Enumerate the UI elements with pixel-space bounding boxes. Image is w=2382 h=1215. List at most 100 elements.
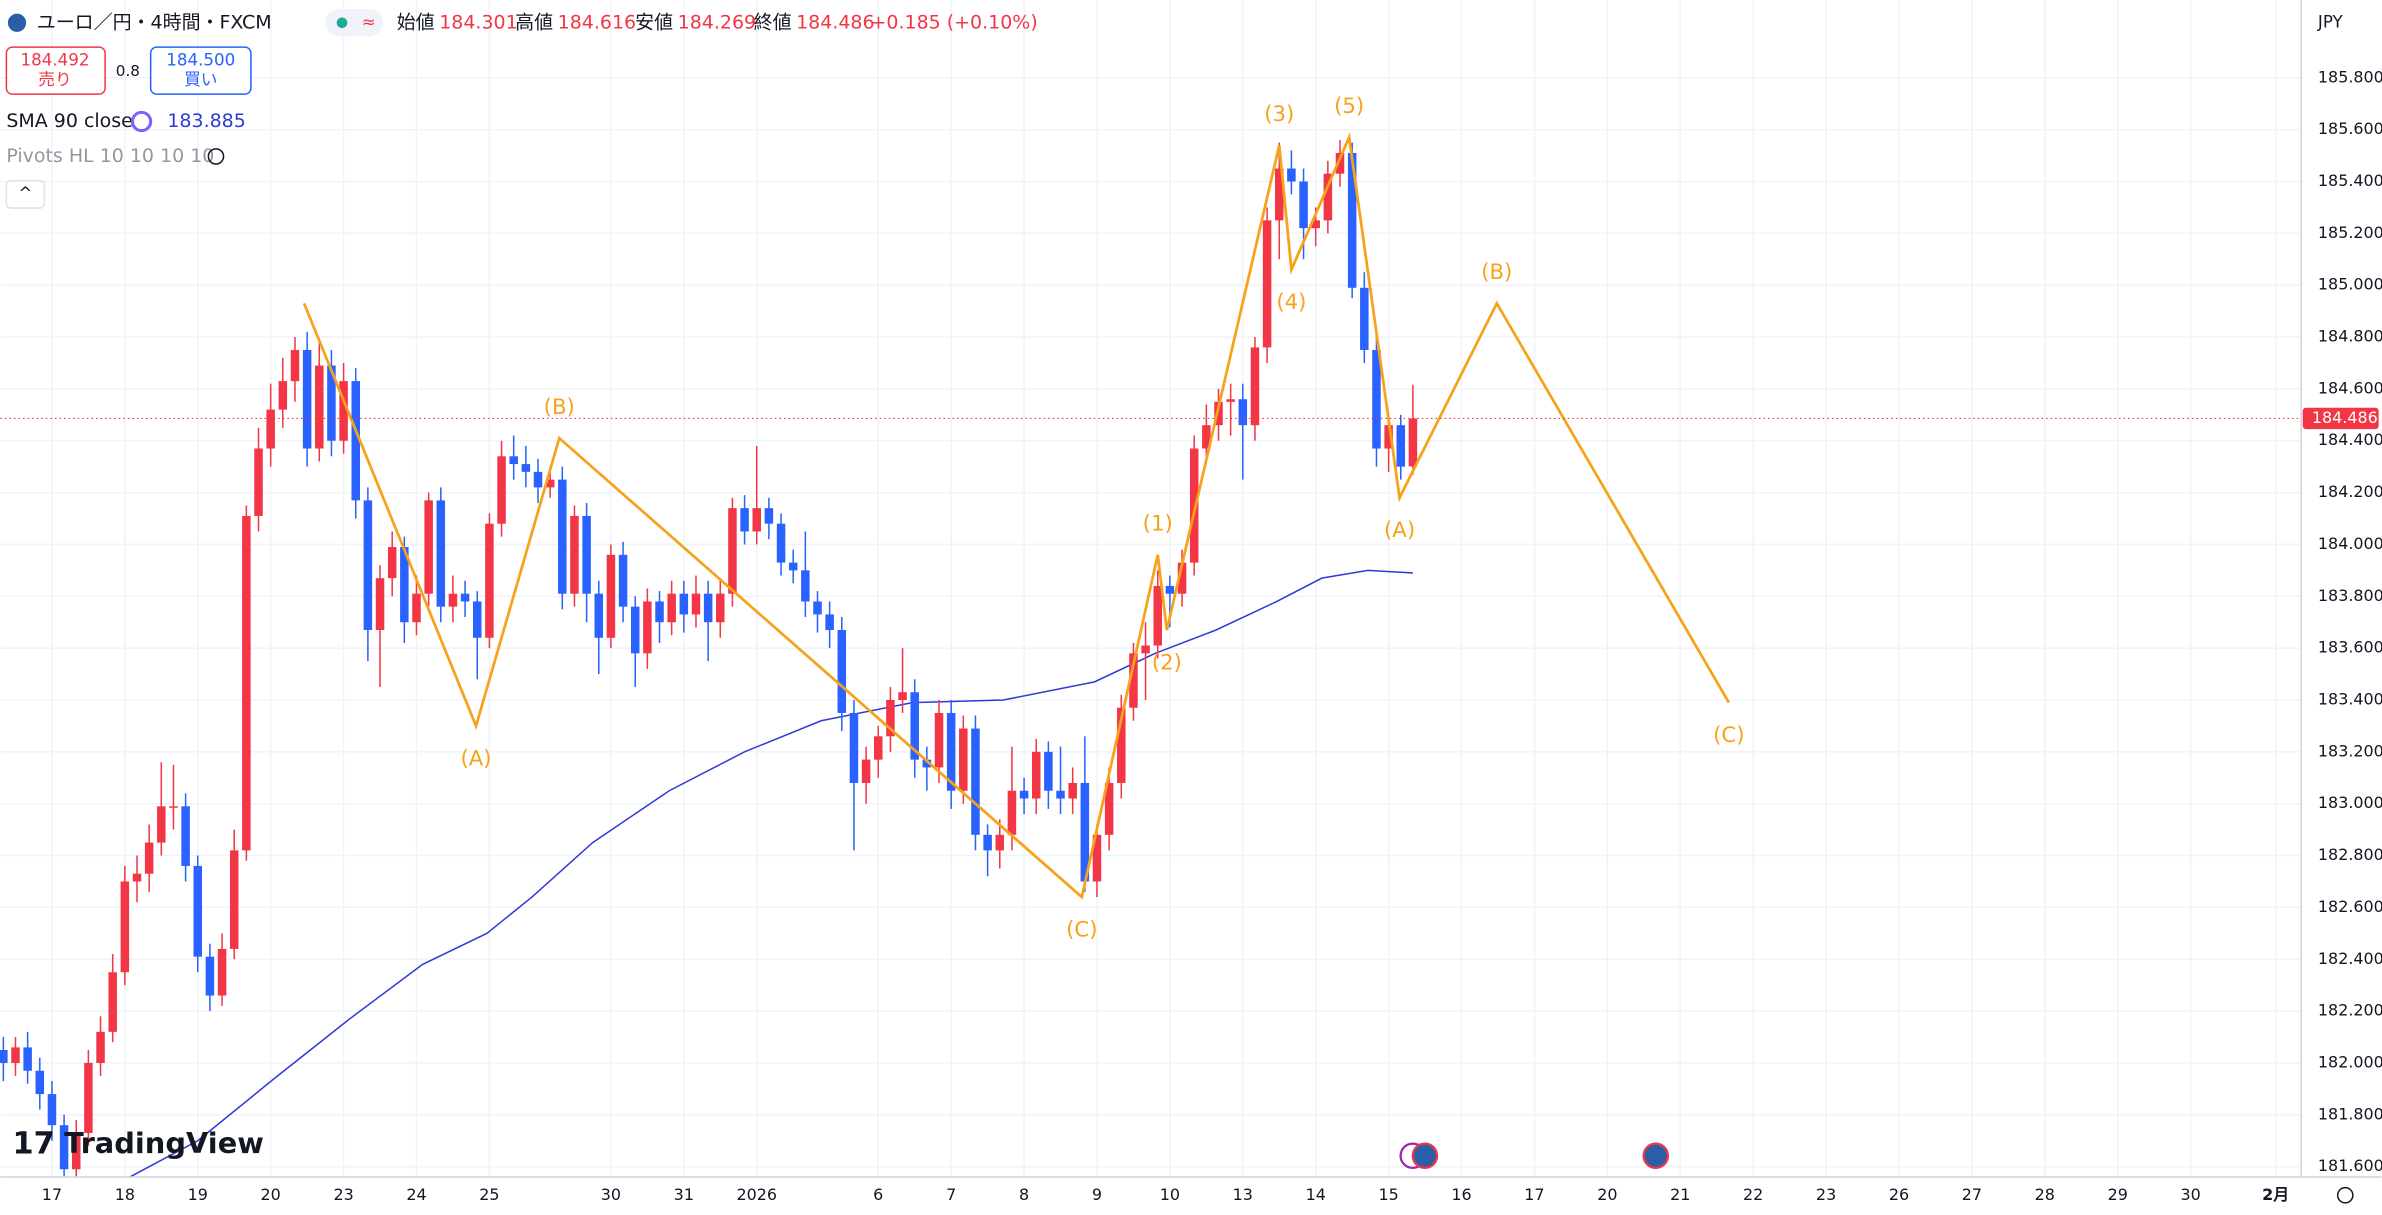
- price-axis-bg: [2301, 0, 2382, 1215]
- change: +0.185 (+0.10%): [871, 11, 1038, 33]
- candle-body: [144, 842, 154, 874]
- candle-body: [1080, 782, 1090, 882]
- candle-body: [740, 508, 749, 532]
- x-tick-label: 20: [1597, 1185, 1617, 1204]
- candle-body: [995, 834, 1005, 851]
- buy-label: 買い: [184, 69, 217, 89]
- candle-body: [1165, 585, 1175, 594]
- x-tick-label: 7: [946, 1185, 956, 1204]
- wave-label: (A): [1384, 518, 1415, 543]
- buy-button[interactable]: [149, 46, 252, 95]
- candle-body: [71, 1132, 81, 1170]
- candle-body: [752, 508, 761, 532]
- candle-body: [849, 712, 859, 783]
- candle-body: [1408, 418, 1418, 467]
- candle-body: [1262, 220, 1272, 348]
- candle-body: [946, 712, 956, 791]
- symbol-icon: [7, 13, 27, 32]
- high-value: 184.616: [558, 11, 636, 33]
- candle-body: [558, 479, 567, 594]
- collapse-button[interactable]: [5, 179, 46, 209]
- wave-label: (C): [1066, 917, 1097, 942]
- candle-body: [351, 381, 360, 501]
- currency: JPY: [2317, 11, 2344, 31]
- sma-line: [129, 569, 1413, 1178]
- x-tick-label: 8: [1019, 1185, 1029, 1204]
- wave-label: (3): [1264, 102, 1294, 127]
- x-tick-label: 18: [115, 1185, 135, 1204]
- candle-body: [728, 508, 737, 594]
- candle-body: [108, 972, 117, 1032]
- candle-body: [0, 1049, 8, 1063]
- x-tick-label: 23: [333, 1185, 353, 1204]
- candle-body: [205, 956, 215, 996]
- candle-body: [1092, 834, 1102, 882]
- x-tick-label: 19: [188, 1185, 208, 1204]
- buy-price: 184.500: [166, 49, 235, 69]
- candle-body: [1056, 790, 1065, 799]
- candle-body: [582, 515, 591, 594]
- candle-body: [1335, 152, 1345, 174]
- sma-value: 183.885: [167, 110, 245, 132]
- candle-body: [302, 349, 312, 449]
- candle-body: [157, 806, 166, 843]
- x-tick-label: 30: [2180, 1185, 2200, 1204]
- candle-body: [679, 593, 689, 615]
- candle-body: [315, 365, 324, 449]
- y-tick-label: 185.000: [2318, 275, 2382, 294]
- candle-body: [266, 409, 275, 449]
- candle-body: [764, 508, 774, 524]
- close-value: 184.486: [796, 11, 874, 33]
- x-tick-label: 31: [674, 1185, 694, 1204]
- candle-body: [643, 601, 652, 654]
- y-tick-label: 181.600: [2318, 1156, 2382, 1175]
- time-axis-bg: [0, 1177, 2382, 1215]
- candle-body: [1141, 645, 1150, 654]
- candle-body: [910, 692, 919, 760]
- x-tick-label: 2026: [736, 1185, 777, 1204]
- low-label: 安値: [635, 11, 673, 33]
- candle-body: [23, 1047, 32, 1071]
- y-tick-label: 181.800: [2318, 1104, 2382, 1123]
- candle-body: [1396, 425, 1406, 467]
- open-value: 184.301: [439, 11, 517, 33]
- candle-body: [363, 500, 373, 630]
- candle-body: [400, 547, 409, 623]
- candle-body: [1202, 425, 1211, 449]
- candle-body: [606, 554, 616, 638]
- candle-body: [436, 500, 446, 607]
- candle-body: [691, 593, 701, 615]
- candle-body: [1360, 287, 1369, 350]
- settings-icon[interactable]: [2336, 1186, 2354, 1204]
- x-tick-label: 9: [1092, 1185, 1102, 1204]
- candle-body: [229, 850, 239, 949]
- x-tick-label: 13: [1233, 1185, 1253, 1204]
- wave-label: (B): [1481, 260, 1512, 285]
- candle-body: [242, 515, 251, 851]
- candle-body: [521, 464, 531, 472]
- candle-body: [655, 601, 664, 623]
- event-icon[interactable]: [1642, 1142, 1670, 1170]
- candle-body: [898, 692, 907, 700]
- y-tick-label: 185.600: [2318, 119, 2382, 138]
- candle-body: [1250, 347, 1260, 426]
- y-tick-label: 183.400: [2318, 689, 2382, 708]
- sell-button[interactable]: [5, 46, 106, 95]
- candle-body: [667, 593, 676, 623]
- x-tick-label: 27: [1962, 1185, 1982, 1204]
- candle-body: [1019, 790, 1029, 799]
- y-tick-label: 182.200: [2318, 1001, 2382, 1020]
- candle-body: [35, 1070, 45, 1095]
- sell-price: 184.492: [20, 49, 89, 69]
- x-tick-label: 17: [42, 1185, 62, 1204]
- candle-body: [874, 736, 883, 760]
- candle-body: [448, 593, 458, 607]
- candle-body: [47, 1094, 57, 1126]
- candle-body: [1384, 425, 1393, 449]
- high-label: 高値: [515, 11, 553, 33]
- wave-label: (1): [1143, 511, 1173, 536]
- spread: 0.8: [116, 62, 140, 80]
- wave-label: (5): [1334, 94, 1364, 119]
- event-icon[interactable]: [1411, 1142, 1439, 1170]
- candle-body: [545, 479, 555, 488]
